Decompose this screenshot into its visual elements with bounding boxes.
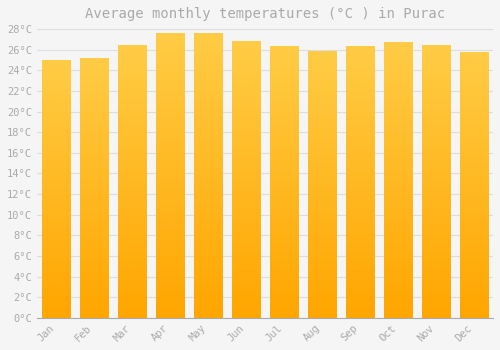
Title: Average monthly temperatures (°C ) in Purac: Average monthly temperatures (°C ) in Pu… (85, 7, 445, 21)
